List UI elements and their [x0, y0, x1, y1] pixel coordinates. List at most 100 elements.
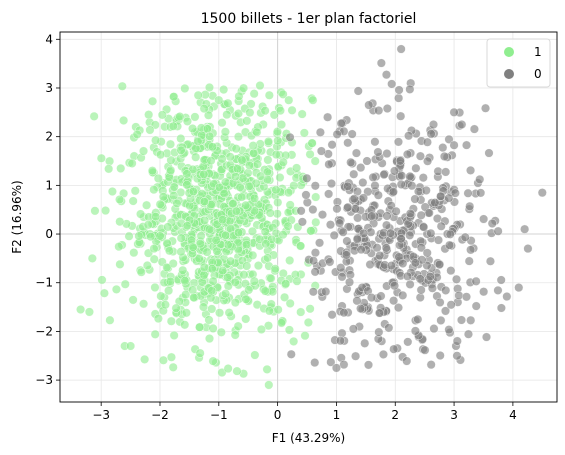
data-point: [124, 231, 134, 241]
x-tick-label: 3: [450, 408, 458, 422]
data-point: [423, 156, 433, 166]
legend-marker: [504, 47, 514, 57]
data-point: [104, 164, 114, 174]
data-point: [255, 81, 265, 91]
data-point: [363, 187, 373, 197]
data-point: [438, 143, 448, 153]
data-point: [405, 171, 415, 181]
data-point: [99, 288, 109, 298]
data-point: [130, 186, 140, 196]
data-point: [249, 148, 259, 158]
data-point: [353, 86, 363, 96]
data-point: [272, 127, 283, 137]
data-point: [336, 118, 346, 128]
data-point: [215, 182, 225, 192]
data-point: [168, 121, 178, 131]
data-point: [208, 356, 218, 366]
data-point: [176, 247, 186, 257]
data-point: [421, 185, 431, 195]
data-point: [101, 206, 111, 216]
data-point: [374, 105, 384, 116]
data-point: [193, 90, 203, 100]
data-point: [284, 325, 294, 335]
y-tick-label: −3: [35, 373, 53, 387]
data-point: [367, 211, 377, 221]
plot-frame: [59, 31, 558, 403]
data-point: [449, 140, 459, 150]
data-point: [176, 133, 186, 144]
data-point: [247, 226, 258, 236]
data-point: [305, 304, 315, 314]
data-point: [119, 115, 129, 125]
data-point: [204, 315, 214, 325]
data-point: [411, 163, 421, 173]
data-point: [487, 218, 497, 229]
data-point: [435, 350, 445, 361]
data-point: [351, 351, 361, 361]
data-point: [263, 253, 273, 263]
data-point: [87, 253, 97, 263]
data-point: [151, 135, 161, 145]
data-point: [335, 218, 345, 228]
data-point: [208, 323, 218, 333]
data-point: [162, 262, 172, 273]
data-point: [387, 79, 397, 89]
data-point: [365, 259, 375, 270]
data-point: [390, 166, 400, 176]
data-point: [249, 276, 259, 286]
data-point: [283, 188, 294, 198]
data-point: [166, 352, 176, 362]
data-point: [413, 314, 423, 324]
data-point: [262, 364, 272, 374]
data-point: [166, 316, 176, 326]
data-point: [166, 155, 176, 165]
data-point: [296, 307, 306, 317]
data-point: [242, 116, 252, 126]
data-point: [180, 320, 190, 330]
data-point: [142, 200, 152, 210]
data-point: [394, 85, 404, 95]
data-point: [244, 181, 254, 191]
data-point: [382, 103, 392, 114]
data-point: [289, 336, 299, 346]
data-point: [245, 107, 255, 118]
x-tick-label: 1: [333, 408, 341, 422]
data-point: [351, 148, 361, 158]
data-point: [463, 329, 474, 339]
data-point: [430, 198, 440, 208]
data-point: [476, 188, 486, 198]
data-point: [191, 152, 201, 162]
data-point: [373, 147, 383, 157]
data-point: [216, 327, 226, 337]
data-point: [287, 105, 297, 115]
x-axis-title: F1 (43.29%): [272, 431, 345, 445]
data-point: [144, 110, 154, 120]
data-point: [271, 185, 281, 195]
data-point: [353, 213, 363, 223]
data-point: [420, 345, 430, 355]
data-point: [181, 290, 191, 300]
data-point: [105, 156, 115, 166]
data-point: [127, 158, 137, 168]
data-point: [415, 292, 425, 303]
data-point: [425, 272, 435, 282]
data-point: [256, 324, 266, 334]
data-point: [303, 317, 313, 328]
data-point: [356, 245, 366, 255]
y-tick-label: −1: [35, 276, 53, 290]
data-point: [237, 155, 247, 165]
data-point: [223, 364, 233, 374]
data-point: [374, 308, 385, 318]
data-point: [416, 243, 426, 253]
data-point: [394, 93, 404, 103]
data-point: [310, 248, 320, 258]
data-point: [523, 244, 533, 254]
data-point: [496, 303, 506, 313]
data-point: [150, 329, 160, 339]
data-point: [514, 283, 524, 293]
data-point: [217, 154, 227, 164]
data-point: [405, 208, 415, 219]
data-point: [171, 303, 181, 313]
data-point: [188, 186, 198, 197]
